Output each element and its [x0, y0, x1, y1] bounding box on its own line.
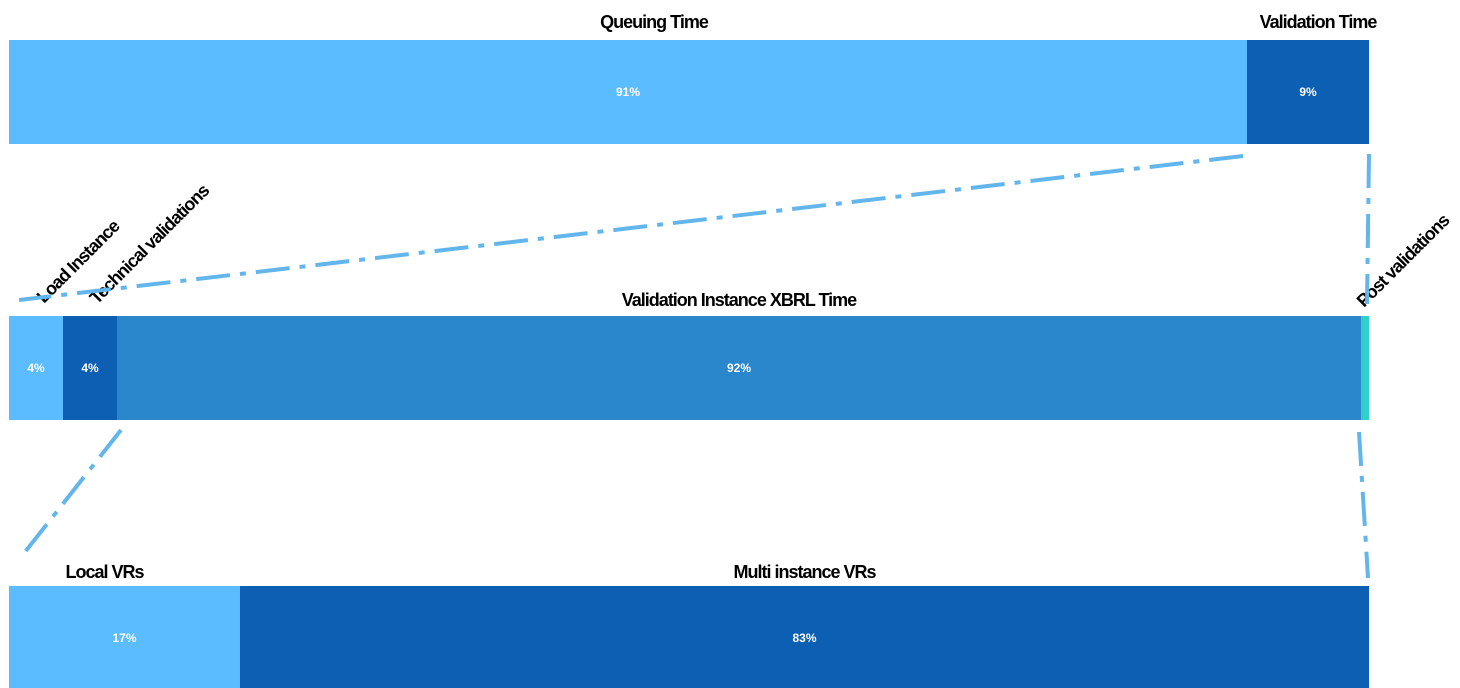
value-label-local-vrs: 17%	[112, 631, 136, 645]
value-label-validation-time: 9%	[1299, 85, 1317, 99]
category-label-validation-time: Validation Time	[1260, 12, 1378, 32]
value-label-load-instance: 4%	[27, 361, 45, 375]
connector-left-middle-to-bottom	[23, 428, 123, 554]
bar-segment-post-validations	[1361, 316, 1369, 420]
stacked-bar-1: 91% Queuing Time 9% Validation Time	[9, 12, 1378, 144]
value-label-technical-validations: 4%	[81, 361, 99, 375]
connector-right-middle-to-bottom	[1357, 431, 1370, 579]
connector-right-top-to-middle	[1365, 153, 1371, 305]
category-label-local-vrs: Local VRs	[65, 562, 144, 582]
connector-left-top-to-middle	[18, 154, 1244, 302]
bar-segment-local-vrs	[9, 586, 240, 688]
value-label-validation-instance-xbrl-time: 92%	[727, 361, 751, 375]
value-label-multi-instance-vrs: 83%	[792, 631, 816, 645]
bar-segment-multi-instance-vrs	[240, 586, 1369, 688]
bar-segment-validation-time	[1247, 40, 1369, 144]
bar-segment-queuing-time	[9, 40, 1247, 144]
stacked-bar-3: 17% Local VRs 83% Multi instance VRs	[9, 562, 1369, 688]
category-label-multi-instance-vrs: Multi instance VRs	[733, 562, 876, 582]
bar-segment-load-instance	[9, 316, 63, 420]
bar-segment-validation-instance-xbrl-time	[117, 316, 1361, 420]
category-label-validation-instance-xbrl-time: Validation Instance XBRL Time	[622, 290, 857, 310]
category-label-queuing-time: Queuing Time	[600, 12, 709, 32]
bar-segment-technical-validations	[63, 316, 117, 420]
value-label-queuing-time: 91%	[616, 85, 640, 99]
